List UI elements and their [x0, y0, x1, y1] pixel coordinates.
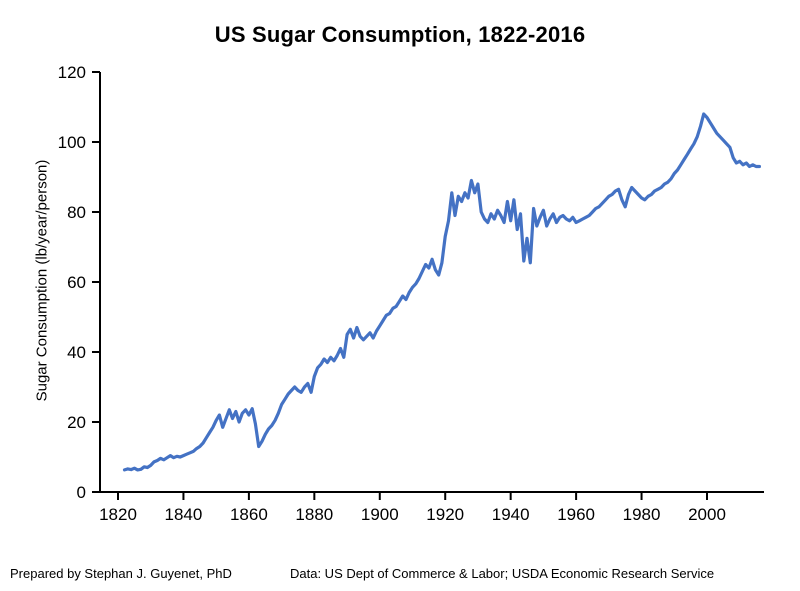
x-tick-label: 1840	[165, 505, 203, 524]
series-line	[122, 112, 762, 472]
y-tick-label: 60	[67, 273, 86, 292]
x-tick-label: 2000	[688, 505, 726, 524]
x-tick-label: 1820	[99, 505, 137, 524]
y-tick-label: 100	[58, 133, 86, 152]
x-tick-label: 1900	[361, 505, 399, 524]
y-tick-label: 20	[67, 413, 86, 432]
x-tick-label: 1980	[623, 505, 661, 524]
x-tick-label: 1860	[230, 505, 268, 524]
x-tick-label: 1880	[295, 505, 333, 524]
y-tick-label: 80	[67, 203, 86, 222]
y-tick-label: 0	[77, 483, 86, 502]
y-tick-label: 120	[58, 63, 86, 82]
footer-credit: Prepared by Stephan J. Guyenet, PhD	[10, 566, 232, 581]
x-tick-label: 1960	[557, 505, 595, 524]
axes	[99, 72, 764, 493]
y-axis-label: Sugar Consumption (lb/year/person)	[33, 159, 51, 402]
y-tick-label: 40	[67, 343, 86, 362]
chart-title: US Sugar Consumption, 1822-2016	[214, 22, 586, 47]
x-tick-label: 1940	[492, 505, 530, 524]
footer-source: Data: US Dept of Commerce & Labor; USDA …	[290, 566, 715, 581]
x-tick-label: 1920	[426, 505, 464, 524]
